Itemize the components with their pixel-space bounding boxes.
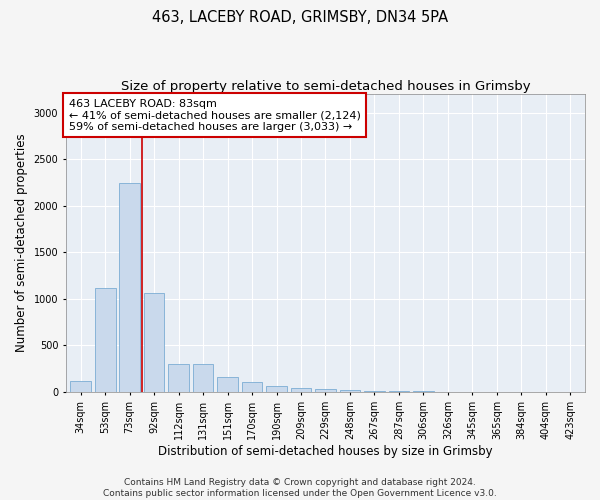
Bar bbox=[217, 377, 238, 392]
Bar bbox=[193, 364, 214, 392]
Text: 463 LACEBY ROAD: 83sqm
← 41% of semi-detached houses are smaller (2,124)
59% of : 463 LACEBY ROAD: 83sqm ← 41% of semi-det… bbox=[68, 98, 361, 132]
Text: Contains HM Land Registry data © Crown copyright and database right 2024.
Contai: Contains HM Land Registry data © Crown c… bbox=[103, 478, 497, 498]
Bar bbox=[119, 182, 140, 392]
Text: 463, LACEBY ROAD, GRIMSBY, DN34 5PA: 463, LACEBY ROAD, GRIMSBY, DN34 5PA bbox=[152, 10, 448, 25]
Bar bbox=[266, 386, 287, 392]
Bar bbox=[340, 390, 361, 392]
X-axis label: Distribution of semi-detached houses by size in Grimsby: Distribution of semi-detached houses by … bbox=[158, 444, 493, 458]
Bar bbox=[315, 390, 336, 392]
Bar bbox=[168, 364, 189, 392]
Bar bbox=[70, 381, 91, 392]
Bar bbox=[95, 288, 116, 392]
Bar bbox=[143, 294, 164, 392]
Bar bbox=[389, 391, 409, 392]
Y-axis label: Number of semi-detached properties: Number of semi-detached properties bbox=[15, 134, 28, 352]
Bar bbox=[242, 382, 262, 392]
Bar bbox=[290, 388, 311, 392]
Title: Size of property relative to semi-detached houses in Grimsby: Size of property relative to semi-detach… bbox=[121, 80, 530, 93]
Bar bbox=[364, 391, 385, 392]
